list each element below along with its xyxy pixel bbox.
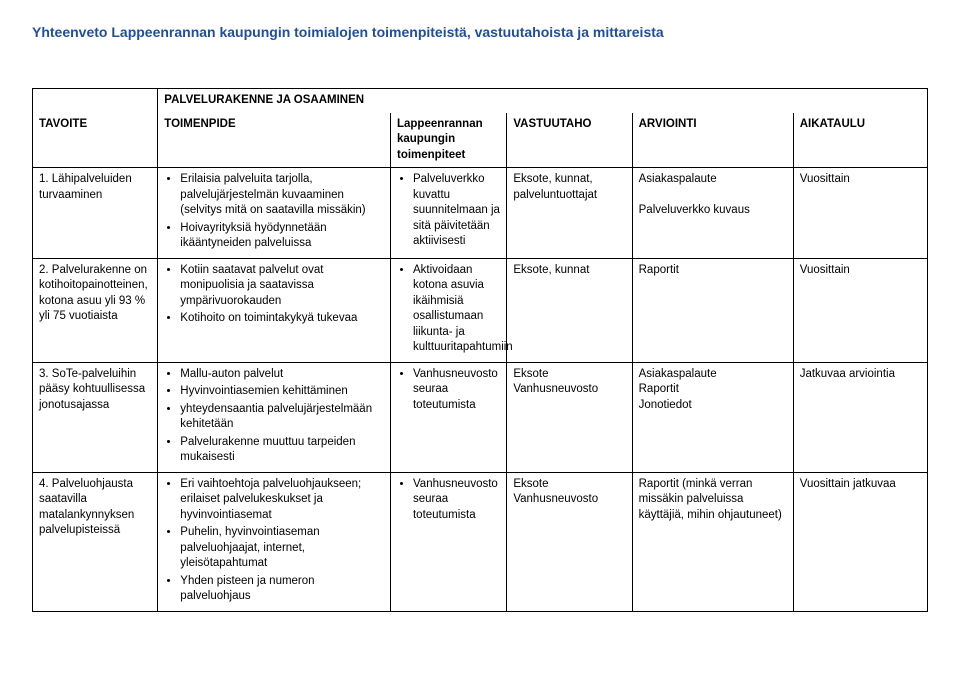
list-item: Puhelin, hyvinvointiaseman palveluohjaaj… [180,525,384,572]
list-item: Yhden pisteen ja numeron palveluohjaus [180,574,384,605]
cell-arviointi: Raportit [632,258,793,362]
arviointi-line: Raportit (minkä verran missäkin palvelui… [639,477,787,524]
col-header-vastuu: VASTUUTAHO [507,113,632,168]
arviointi-line: Palveluverkko kuvaus [639,203,787,219]
arviointi-line: Asiakaspalaute [639,367,787,383]
list-item: Erilaisia palveluita tarjolla, palvelujä… [180,172,384,219]
arviointi-line: Raportit [639,382,787,398]
arviointi-line [639,188,787,204]
section-header-row: PALVELURAKENNE JA OSAAMINEN [33,89,928,113]
section-title: PALVELURAKENNE JA OSAAMINEN [158,89,928,113]
table-row: 3. SoTe-palveluihin pääsy kohtuullisessa… [33,362,928,472]
cell-vastuu: Eksote, kunnat [507,258,632,362]
col-header-tavoite: TAVOITE [33,113,158,168]
cell-tavoite: 3. SoTe-palveluihin pääsy kohtuullisessa… [33,362,158,472]
arviointi-line: Asiakaspalaute [639,172,787,188]
cell-aika: Vuosittain jatkuvaa [793,472,927,611]
list-item: Vanhusneuvosto seuraa toteutumista [413,367,500,414]
cell-arviointi: Raportit (minkä verran missäkin palvelui… [632,472,793,611]
col-header-lpr: Lappeenrannan kaupungin toimenpiteet [390,113,506,168]
list-item: Eri vaihtoehtoja palveluohjaukseen; eril… [180,477,384,524]
cell-tavoite: 4. Palveluohjausta saatavilla matalankyn… [33,472,158,611]
cell-vastuu: Eksote, kunnat, palveluntuottajat [507,168,632,259]
cell-vastuu: Eksote Vanhusneuvosto [507,362,632,472]
list-item: Palvelurakenne muuttuu tarpeiden mukaise… [180,435,384,466]
cell-arviointi: Asiakaspalaute Raportit Jonotiedot [632,362,793,472]
arviointi-line: Raportit [639,263,787,279]
cell-aika: Jatkuvaa arviointia [793,362,927,472]
cell-lpr: Palveluverkko kuvattu suunnitelmaan ja s… [390,168,506,259]
list-item: Kotihoito on toimintakykyä tukevaa [180,311,384,327]
list-item: Mallu-auton palvelut [180,367,384,383]
table-row: 1. Lähipalveluiden turvaaminen Erilaisia… [33,168,928,259]
list-item: Kotiin saatavat palvelut ovat monipuolis… [180,263,384,310]
table-row: 4. Palveluohjausta saatavilla matalankyn… [33,472,928,611]
list-item: Hyvinvointiasemien kehittäminen [180,384,384,400]
cell-arviointi: Asiakaspalaute Palveluverkko kuvaus [632,168,793,259]
table-row: 2. Palvelurakenne on kotihoitopainottein… [33,258,928,362]
cell-vastuu: Eksote Vanhusneuvosto [507,472,632,611]
col-header-arviointi: ARVIOINTI [632,113,793,168]
cell-lpr: Aktivoidaan kotona asuvia ikäihmisiä osa… [390,258,506,362]
table-header-row: TAVOITE TOIMENPIDE Lappeenrannan kaupung… [33,113,928,168]
cell-tavoite: 2. Palvelurakenne on kotihoitopainottein… [33,258,158,362]
cell-toimenpide: Kotiin saatavat palvelut ovat monipuolis… [158,258,391,362]
summary-table: PALVELURAKENNE JA OSAAMINEN TAVOITE TOIM… [32,88,928,612]
cell-lpr: Vanhusneuvosto seuraa toteutumista [390,472,506,611]
col-header-aika: AIKATAULU [793,113,927,168]
arviointi-line: Jonotiedot [639,398,787,414]
cell-toimenpide: Erilaisia palveluita tarjolla, palvelujä… [158,168,391,259]
list-item: Vanhusneuvosto seuraa toteutumista [413,477,500,524]
page-title: Yhteenveto Lappeenrannan kaupungin toimi… [32,24,928,40]
cell-tavoite: 1. Lähipalveluiden turvaaminen [33,168,158,259]
cell-toimenpide: Mallu-auton palvelut Hyvinvointiasemien … [158,362,391,472]
list-item: Aktivoidaan kotona asuvia ikäihmisiä osa… [413,263,500,356]
list-item: Palveluverkko kuvattu suunnitelmaan ja s… [413,172,500,250]
cell-lpr: Vanhusneuvosto seuraa toteutumista [390,362,506,472]
col-header-toimenpide: TOIMENPIDE [158,113,391,168]
cell-toimenpide: Eri vaihtoehtoja palveluohjaukseen; eril… [158,472,391,611]
list-item: Hoivayrityksiä hyödynnetään ikääntyneide… [180,221,384,252]
list-item: yhteydensaantia palvelujärjestelmään keh… [180,402,384,433]
cell-aika: Vuosittain [793,168,927,259]
cell-aika: Vuosittain [793,258,927,362]
